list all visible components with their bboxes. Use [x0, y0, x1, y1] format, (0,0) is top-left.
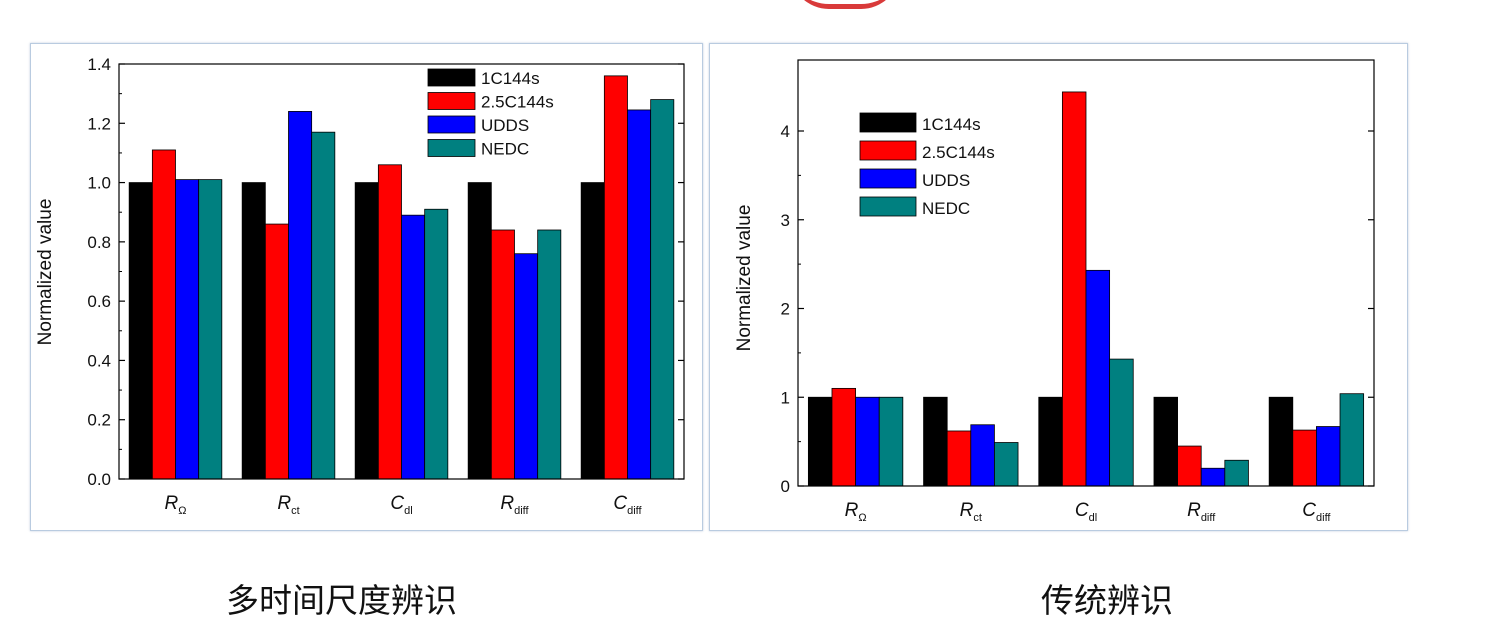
right-xtick-label-5: Cdiff — [1302, 500, 1331, 524]
chart-panel-traditional: 0 1 2 3 4 RΩ Rct Cdl Rdiff Cdiff Normalized value 1… — [709, 43, 1408, 531]
right-bar-2-1 — [923, 396, 948, 487]
left-ytick-label-6: 1.2 — [87, 114, 111, 133]
right-ytick-label-2: 2 — [781, 300, 790, 319]
right-bar-1-2 — [831, 387, 857, 487]
left-bar-3-2 — [377, 164, 402, 480]
chart-panel-multi-timescale: 0.0 0.2 0.4 0.6 0.8 1.0 1.2 1.4 RΩ Rct Cdl Rdiff Cdi… — [30, 43, 703, 531]
right-xtick-label-2: Rct — [960, 500, 982, 524]
right-bar-5-4 — [1339, 393, 1365, 487]
left-bar-5-4 — [650, 99, 675, 480]
left-xtick-label-3: Cdl — [390, 493, 412, 517]
left-bar-5-1 — [580, 182, 605, 480]
left-bar-2-3 — [288, 111, 313, 480]
right-y-axis-label: Normalized value — [734, 205, 755, 352]
left-xtick-label-4: Rdiff — [500, 493, 529, 517]
left-y-axis-label: Normalized value — [35, 199, 56, 346]
left-bar-4-1 — [467, 182, 492, 480]
right-ytick-label-0: 0 — [781, 477, 790, 496]
left-bar-1-4 — [198, 179, 223, 480]
left-bar-2-4 — [311, 131, 336, 480]
right-legend-swatch-2 — [859, 140, 917, 161]
right-plot-frame — [797, 59, 1375, 487]
right-ytick-label-3: 3 — [781, 211, 790, 230]
left-ytick-label-4: 0.8 — [87, 233, 111, 252]
left-bar-3-1 — [354, 182, 379, 480]
left-bar-4-3 — [514, 253, 539, 480]
right-legend-swatch-3 — [859, 168, 917, 189]
right-bar-5-2 — [1292, 429, 1317, 487]
right-xtick-label-4: Rdiff — [1187, 500, 1216, 524]
left-bar-5-2 — [603, 75, 628, 480]
right-legend-swatch-4 — [859, 196, 917, 217]
left-legend-swatch-3 — [427, 115, 476, 134]
left-legend-label-2: 2.5C144s — [481, 93, 554, 112]
right-bar-3-4 — [1109, 358, 1134, 487]
right-bar-1-3 — [855, 396, 880, 487]
right-ytick-label-1: 1 — [781, 388, 790, 407]
left-bar-4-4 — [537, 229, 562, 480]
left-bar-2-2 — [264, 223, 289, 480]
left-legend-label-4: NEDC — [481, 140, 529, 159]
left-legend-swatch-2 — [427, 92, 476, 110]
right-bar-3-2 — [1061, 91, 1087, 487]
decorative-red-arc — [790, 0, 900, 9]
right-bar-3-3 — [1085, 269, 1111, 487]
right-bar-4-3 — [1200, 467, 1226, 487]
right-bar-1-1 — [807, 396, 833, 487]
left-xtick-label-2: Rct — [277, 493, 299, 517]
right-bar-3-1 — [1038, 396, 1063, 487]
left-ytick-label-5: 1.0 — [87, 174, 111, 193]
left-legend-swatch-4 — [427, 139, 476, 157]
right-bar-4-4 — [1224, 459, 1249, 487]
left-ytick-label-0: 0.0 — [87, 470, 111, 489]
right-bar-4-2 — [1177, 445, 1202, 487]
caption-multi-timescale: 多时间尺度辨识 — [226, 581, 457, 620]
right-bar-1-4 — [878, 396, 904, 487]
right-xtick-label-3: Cdl — [1075, 500, 1097, 524]
caption-traditional: 传统辨识 — [1041, 581, 1173, 620]
left-legend-label-1: 1C144s — [481, 69, 540, 88]
left-bar-4-2 — [490, 229, 515, 480]
left-bar-3-3 — [401, 214, 426, 480]
right-bar-2-4 — [994, 442, 1019, 487]
left-xtick-label-5: Cdiff — [613, 493, 642, 517]
right-legend-label-3: UDDS — [922, 171, 970, 190]
left-ytick-label-1: 0.2 — [87, 411, 111, 430]
right-bar-5-3 — [1316, 426, 1341, 487]
right-legend-swatch-1 — [859, 112, 917, 133]
left-bar-1-1 — [128, 182, 153, 480]
left-bar-3-4 — [424, 208, 449, 480]
left-bar-1-3 — [175, 179, 200, 480]
left-bar-5-3 — [627, 109, 652, 480]
right-bar-5-1 — [1268, 396, 1294, 487]
bar-chart-multi-timescale: 0.0 0.2 0.4 0.6 0.8 1.0 1.2 1.4 RΩ Rct Cdl Rdiff Cdi… — [35, 55, 685, 517]
right-bar-2-3 — [970, 424, 995, 487]
left-legend-label-3: UDDS — [481, 116, 529, 135]
left-xtick-label-1: RΩ — [165, 493, 187, 517]
left-legend-swatch-1 — [427, 68, 476, 87]
bar-chart-traditional: 0 1 2 3 4 RΩ Rct Cdl Rdiff Cdiff Normalized value 1… — [734, 59, 1375, 524]
left-ytick-label-7: 1.4 — [87, 55, 111, 74]
right-ytick-label-4: 4 — [781, 122, 790, 141]
right-legend-label-1: 1C144s — [922, 115, 981, 134]
left-bar-2-1 — [241, 182, 266, 480]
right-legend-label-2: 2.5C144s — [922, 143, 995, 162]
left-ytick-label-3: 0.6 — [87, 292, 111, 311]
left-ytick-label-2: 0.4 — [87, 351, 111, 370]
right-bar-2-2 — [946, 430, 972, 487]
left-bar-1-2 — [151, 149, 176, 480]
right-bar-4-1 — [1153, 396, 1178, 487]
right-xtick-label-1: RΩ — [845, 500, 867, 524]
right-legend-label-4: NEDC — [922, 199, 970, 218]
